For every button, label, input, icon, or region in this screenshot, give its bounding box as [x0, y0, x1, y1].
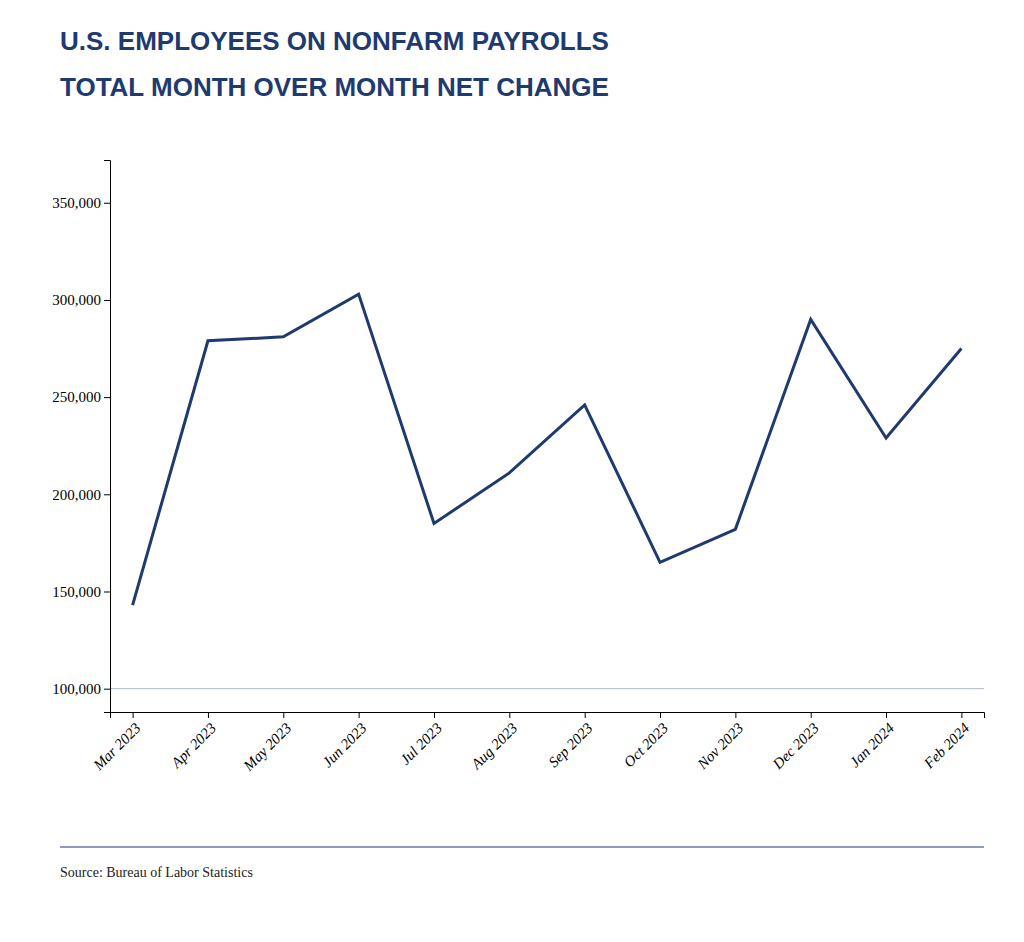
- x-tick-mark: [208, 712, 209, 718]
- y-tick-label: 250,000: [52, 389, 101, 405]
- y-tick: 150,000: [52, 584, 110, 600]
- line: [133, 294, 962, 605]
- x-tick-mark: [434, 712, 435, 718]
- x-tick: Jun 2023: [319, 712, 370, 770]
- y-tick: 200,000: [52, 487, 110, 503]
- x-tick-label: Dec 2023: [769, 720, 822, 773]
- y-tick-mark: [104, 689, 110, 690]
- y-tick-mark: [104, 397, 110, 398]
- y-tick-label: 150,000: [52, 584, 101, 600]
- x-tick-label: Aug 2023: [467, 720, 520, 773]
- y-axis-line: [104, 161, 111, 713]
- x-tick-label: Sep 2023: [545, 720, 596, 771]
- source: Source: Bureau of Labor Statistics: [60, 865, 253, 880]
- separator: [60, 847, 984, 848]
- x-tick-label: Jun 2023: [319, 720, 370, 771]
- x-tick-label: Feb 2024: [920, 719, 973, 772]
- x-tick-label: Apr 2023: [167, 720, 219, 772]
- x-tick-label: Oct 2023: [621, 720, 672, 771]
- y-tick-label: 200,000: [52, 487, 101, 503]
- x-tick-mark: [133, 712, 134, 718]
- plot-area: [133, 294, 962, 605]
- y-tick-label: 350,000: [52, 195, 101, 211]
- x-tick: Jul 2023: [397, 712, 445, 768]
- title: U.S. EMPLOYEES ON NONFARM PAYROLLS: [60, 26, 609, 56]
- y-tick: 250,000: [52, 389, 110, 405]
- x-tick: Apr 2023: [167, 712, 219, 772]
- x-tick-mark: [660, 712, 661, 718]
- y-tick-mark: [104, 300, 110, 301]
- x-tick-mark: [359, 712, 360, 718]
- x-tick-mark: [283, 712, 284, 718]
- x-tick-mark: [961, 712, 962, 718]
- x-tick: Mar 2023: [90, 712, 144, 774]
- reference-line: [110, 688, 984, 689]
- x-tick: Dec 2023: [769, 712, 822, 773]
- x-axis-line: [111, 713, 985, 719]
- y-axis: 100,000 150,000 200,000 250,000 300,000 350,0…: [52, 161, 110, 713]
- y-tick-label: 100,000: [52, 681, 101, 697]
- x-tick-label: Jan 2024: [847, 719, 898, 770]
- x-tick-label: Nov 2023: [693, 720, 746, 773]
- y-tick-label: 300,000: [52, 292, 101, 308]
- x-tick-label: Mar 2023: [90, 720, 144, 774]
- x-tick: Sep 2023: [545, 712, 596, 770]
- y-tick: 350,000: [52, 195, 110, 211]
- x-tick-mark: [509, 712, 510, 718]
- subtitle: TOTAL MONTH OVER MONTH NET CHANGE: [60, 72, 609, 102]
- x-tick: Jan 2024: [847, 712, 898, 770]
- chart: U.S. EMPLOYEES ON NONFARM PAYROLLS TOTAL …: [0, 0, 1024, 942]
- y-tick-mark: [104, 203, 110, 204]
- x-tick: Feb 2024: [920, 712, 973, 772]
- x-tick-mark: [585, 712, 586, 718]
- y-tick: 100,000: [52, 681, 110, 697]
- x-tick: May 2023: [240, 712, 295, 775]
- x-tick: Oct 2023: [621, 712, 672, 770]
- y-tick: 300,000: [52, 292, 110, 308]
- y-tick-mark: [104, 591, 110, 592]
- x-tick: Aug 2023: [467, 712, 520, 773]
- x-tick-mark: [886, 712, 887, 718]
- x-tick-mark: [735, 712, 736, 718]
- x-tick: Nov 2023: [693, 712, 746, 773]
- x-tick-mark: [811, 712, 812, 718]
- x-tick-label: Jul 2023: [397, 720, 445, 768]
- y-tick-mark: [104, 494, 110, 495]
- x-tick-label: May 2023: [240, 720, 295, 775]
- x-axis: Mar 2023 Apr 2023 May 2023 Jun 2023 Jul 2023…: [90, 712, 985, 775]
